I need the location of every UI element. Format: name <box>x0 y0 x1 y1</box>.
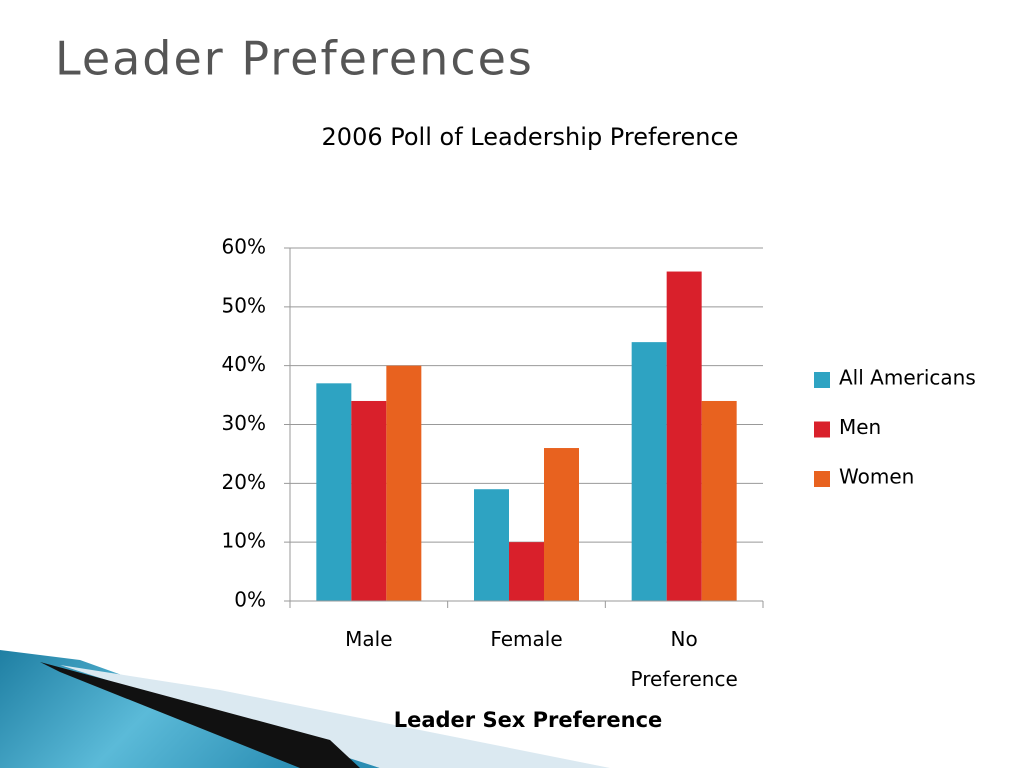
legend-swatch <box>814 471 830 487</box>
y-tick-label: 30% <box>222 411 266 435</box>
bar <box>509 542 544 601</box>
slide-title: Leader Preferences <box>55 32 534 86</box>
decoration <box>40 662 360 768</box>
x-tick-label: No Preference <box>630 627 738 691</box>
y-tick-label: 60% <box>222 235 266 259</box>
y-tick-label: 40% <box>222 352 266 376</box>
y-tick-label: 50% <box>222 293 266 317</box>
legend-swatch <box>814 372 830 388</box>
x-tick-label: Female <box>490 627 563 651</box>
y-tick-label: 20% <box>222 470 266 494</box>
decoration <box>60 665 610 768</box>
bar <box>386 365 422 601</box>
legend-label: Men <box>839 415 881 439</box>
x-tick-label: Male <box>345 627 393 651</box>
bar <box>701 400 737 601</box>
y-tick-label: 0% <box>234 588 266 612</box>
chart-title: 2006 Poll of Leadership Preference <box>322 123 739 151</box>
bar <box>474 489 509 601</box>
legend-swatch <box>814 421 830 438</box>
bar <box>544 448 579 601</box>
x-axis-title: Leader Sex Preference <box>394 708 663 732</box>
bar <box>631 342 667 601</box>
y-tick-label: 10% <box>222 529 266 553</box>
legend-label: Women <box>839 465 914 489</box>
legend-label: All Americans <box>839 366 976 390</box>
bar <box>666 271 702 601</box>
bar <box>351 400 387 601</box>
bar <box>316 383 352 601</box>
